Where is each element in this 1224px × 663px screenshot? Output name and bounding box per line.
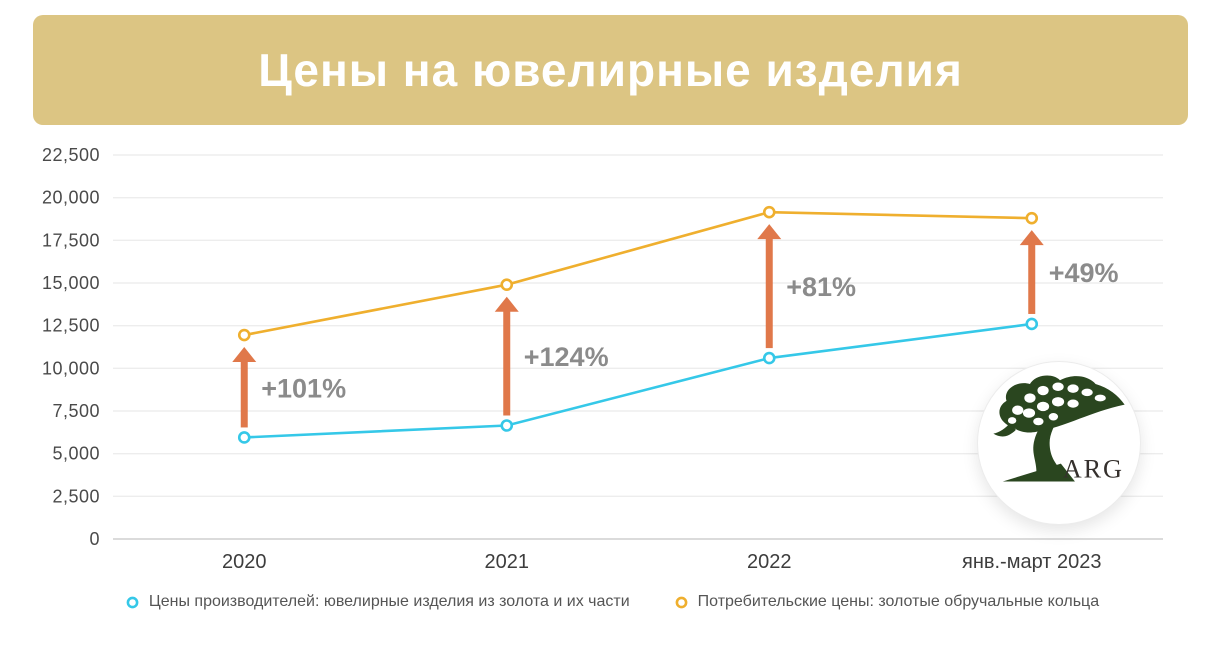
growth-arrow-shaft: [765, 237, 773, 349]
consumer-point: [500, 278, 514, 292]
x-axis-tick-label: 2021: [485, 551, 530, 573]
y-axis-tick-label: 12,500: [42, 316, 100, 336]
legend-item-consumer-prices: Потребительские цены: золотые обручальны…: [674, 593, 1099, 611]
page-title: Цены на ювелирные изделия: [258, 44, 963, 96]
growth-arrow-head: [757, 224, 782, 240]
producer-line: [244, 322, 1032, 439]
x-axis-tick-label: 2020: [222, 551, 267, 573]
producer-series-marker-icon: [126, 596, 139, 608]
producer-point: [1025, 317, 1039, 331]
growth-arrow-shaft: [503, 309, 511, 416]
consumer-point: [1025, 211, 1039, 225]
growth-annotation: +101%: [261, 373, 346, 403]
producer-point: [762, 351, 776, 365]
legend-label: Цены производителей: ювелирные изделия и…: [148, 593, 630, 610]
growth-arrow-shaft: [1028, 243, 1036, 314]
growth-arrow-head: [1019, 230, 1044, 246]
y-axis-tick-label: 2,500: [52, 486, 100, 506]
growth-arrow-head: [232, 347, 257, 363]
consumer-line: [244, 210, 1032, 337]
arg-logo: ARG: [977, 361, 1141, 525]
y-axis-tick-label: 7,500: [52, 401, 100, 421]
logo-text: ARG: [1063, 455, 1124, 484]
y-axis-tick-label: 20,000: [42, 188, 100, 208]
producer-point: [500, 419, 514, 432]
consumer-point: [237, 328, 251, 342]
growth-annotation: +49%: [1049, 258, 1119, 288]
growth-annotation: +81%: [786, 272, 856, 302]
consumer-point: [762, 205, 776, 219]
y-axis-tick-label: 15,000: [42, 273, 100, 293]
y-axis-tick-label: 10,000: [42, 358, 100, 378]
y-axis-tick-label: 0: [89, 529, 100, 549]
growth-arrow-shaft: [240, 360, 248, 428]
x-axis-tick-label: янв.-март 2023: [962, 551, 1101, 573]
y-axis-tick-label: 22,500: [42, 145, 100, 165]
tree-icon: ARG: [993, 375, 1125, 484]
growth-arrow-head: [494, 296, 519, 312]
x-axis-tick-label: 2022: [747, 551, 792, 573]
producer-point: [237, 431, 251, 444]
legend-item-producer-prices: Цены производителей: ювелирные изделия и…: [125, 593, 630, 611]
y-axis-tick-label: 17,500: [42, 230, 100, 250]
consumer-series-marker-icon: [675, 596, 688, 608]
legend-label: Потребительские цены: золотые обручальны…: [697, 593, 1100, 610]
y-axis-tick-label: 5,000: [52, 444, 100, 464]
chart-legend: Цены производителей: ювелирные изделия и…: [0, 593, 1224, 611]
growth-annotation: +124%: [524, 342, 609, 372]
title-banner: Цены на ювелирные изделия: [33, 15, 1188, 125]
